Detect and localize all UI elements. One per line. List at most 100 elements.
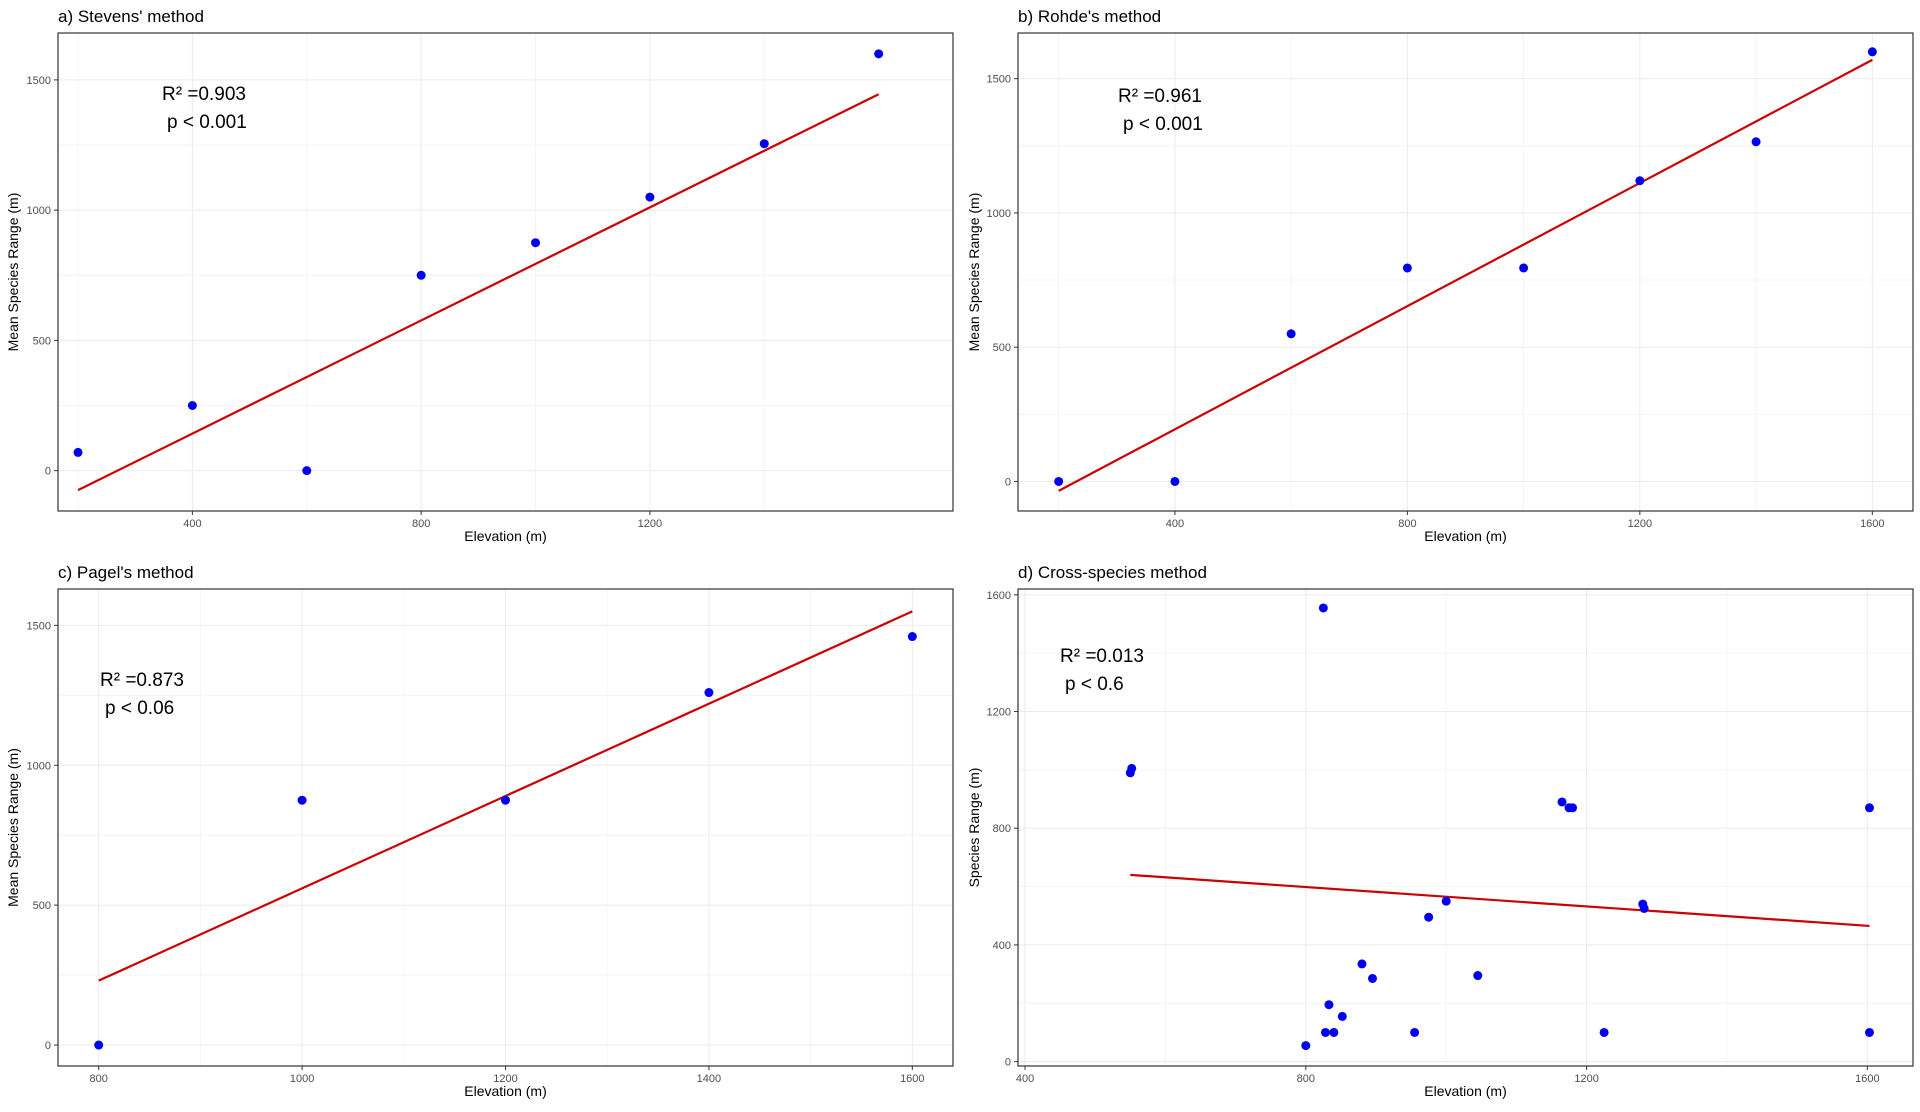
data-point [1639,903,1649,913]
x-axis-title: Elevation (m) [1424,1083,1506,1099]
data-point [1410,1027,1420,1037]
p-value-annotation: p < 0.6 [1065,674,1124,695]
data-point [1557,797,1567,807]
panel-border [1017,588,1914,1067]
y-tick-label: 1500 [27,620,51,632]
data-point [1301,1041,1311,1051]
x-tick-label: 1200 [638,518,662,530]
x-tick-label: 1200 [1628,518,1652,530]
r-squared-annotation: R² =0.873 [100,670,184,691]
x-axis-title: Elevation (m) [464,1083,546,1099]
x-tick-label: 400 [183,518,201,530]
y-tick-label: 0 [1005,476,1011,488]
y-axis-title: Mean Species Range (m) [5,748,21,907]
regression-line [1130,873,1870,928]
panel-title: b) Rohde's method [1018,7,1161,26]
x-tick-label: 800 [412,518,430,530]
y-tick-label: 1000 [987,208,1011,220]
y-tick-label: 1600 [987,590,1011,602]
data-point [907,632,917,642]
x-tick-label: 800 [1297,1073,1315,1085]
data-point [1286,329,1296,339]
panel-title: c) Pagel's method [58,563,194,582]
x-tick-label: 1600 [1855,1073,1879,1085]
data-point [704,688,714,698]
data-point [531,238,541,248]
data-point [1329,1027,1339,1037]
data-point [187,401,197,411]
x-tick-label: 400 [1166,518,1184,530]
data-point [1568,803,1578,813]
x-tick-label: 1600 [1860,518,1884,530]
data-point [1318,603,1328,613]
regression-line [1058,58,1873,492]
x-tick-label: 800 [1398,518,1416,530]
data-point [1337,1011,1347,1021]
panel-border [57,32,954,512]
panel-title: d) Cross-species method [1018,563,1207,582]
y-axis-title: Mean Species Range (m) [5,193,21,352]
data-point [94,1040,104,1050]
data-point [645,192,655,202]
data-point [1864,1027,1874,1037]
p-value-annotation: p < 0.06 [105,698,174,719]
chart-panel-4: 400 800 1200 1600 0 400 800 1200 1600 Elevation (… [966,563,1914,1099]
r-squared-annotation: R² =0.961 [1118,86,1202,107]
panel-border [1017,32,1914,512]
y-tick-label: 400 [993,940,1011,952]
y-tick-label: 1200 [987,707,1011,719]
chart-panel-3: 800 1000 1200 1400 1600 0 500 1000 1500 Elevation… [5,563,954,1099]
data-point [1519,263,1529,273]
data-point [1357,959,1367,969]
y-tick-label: 0 [1005,1057,1011,1069]
data-point [1424,912,1434,922]
data-point [1441,896,1451,906]
data-point [297,795,307,805]
data-point [1320,1027,1330,1037]
x-axis-title: Elevation (m) [1424,528,1506,544]
x-tick-label: 1400 [697,1073,721,1085]
y-tick-label: 500 [993,342,1011,354]
data-point [1324,1000,1334,1010]
data-point [73,447,83,457]
x-tick-label: 1200 [1574,1073,1598,1085]
r-squared-annotation: R² =0.013 [1060,646,1144,667]
y-tick-label: 1500 [987,74,1011,86]
data-point [1751,137,1761,147]
y-axis-title: Species Range (m) [966,768,982,888]
r-squared-annotation: R² =0.903 [162,84,246,105]
chart-panel-1: 400 800 1200 0 500 1000 1500 Elevation (m) Mean … [5,7,954,544]
p-value-annotation: p < 0.001 [167,112,247,133]
x-tick-label: 800 [90,1073,108,1085]
x-tick-label: 1200 [493,1073,517,1085]
y-axis-title: Mean Species Range (m) [966,193,982,352]
y-tick-label: 1500 [27,75,51,87]
data-point [1127,763,1137,773]
data-point [1635,176,1645,186]
panel-title: a) Stevens' method [58,7,204,26]
data-point [1599,1027,1609,1037]
data-point [1867,47,1877,57]
data-point [1367,973,1377,983]
y-tick-label: 500 [33,335,51,347]
data-point [874,49,884,59]
y-tick-label: 800 [993,823,1011,835]
regression-line [77,93,880,492]
x-tick-label: 1600 [900,1073,924,1085]
data-point [416,270,426,280]
data-point [1170,476,1180,486]
data-point [1473,971,1483,981]
data-point [1402,263,1412,273]
x-tick-label: 1000 [290,1073,314,1085]
data-point [501,795,510,805]
x-axis-title: Elevation (m) [464,528,546,544]
y-tick-label: 1000 [27,205,51,217]
y-tick-label: 500 [33,900,51,912]
y-tick-label: 0 [45,466,51,478]
data-point [1054,476,1064,486]
y-tick-label: 0 [45,1040,51,1052]
chart-panel-2: 400 800 1200 1600 0 500 1000 1500 Elevation (m) M… [966,7,1914,544]
p-value-annotation: p < 0.001 [1123,114,1203,135]
y-tick-label: 1000 [27,760,51,772]
